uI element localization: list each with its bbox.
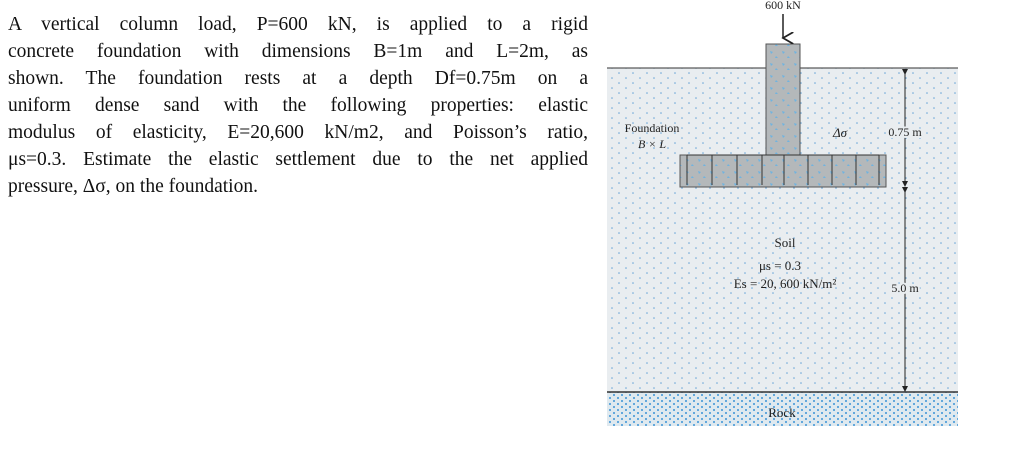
depth-label: 0.75 m <box>888 125 922 139</box>
column <box>765 43 801 157</box>
text-line: concrete foundation with dimensions B=1m… <box>8 41 588 62</box>
rock-label: Rock <box>768 405 796 420</box>
load-label: 600 kN <box>765 0 801 12</box>
foundation-label: Foundation <box>625 121 680 135</box>
text-line: A vertical column load, P=600 kN, is app… <box>8 14 588 35</box>
text-line: shown. The foundation rests at a depth D… <box>8 68 588 89</box>
pressure-label: Δσ <box>832 125 848 140</box>
footing <box>679 154 887 188</box>
text-line: μs=0.3. Estimate the elastic settlement … <box>8 149 588 170</box>
poisson-label: μs = 0.3 <box>759 258 801 273</box>
thickness-label: 5.0 m <box>891 281 919 295</box>
dimension-label: B × L <box>638 137 666 151</box>
text-line: modulus of elasticity, E=20,600 kN/m2, a… <box>8 122 588 143</box>
text-line: uniform dense sand with the following pr… <box>8 95 588 116</box>
problem-text: A vertical column load, P=600 kN, is app… <box>8 11 588 200</box>
modulus-label: Es = 20, 600 kN/m² <box>734 276 837 291</box>
rock-layer <box>607 392 958 426</box>
soil-label: Soil <box>775 235 796 250</box>
pressure-arrows <box>686 154 880 185</box>
text-line: pressure, Δσ, on the foundation. <box>8 176 258 197</box>
